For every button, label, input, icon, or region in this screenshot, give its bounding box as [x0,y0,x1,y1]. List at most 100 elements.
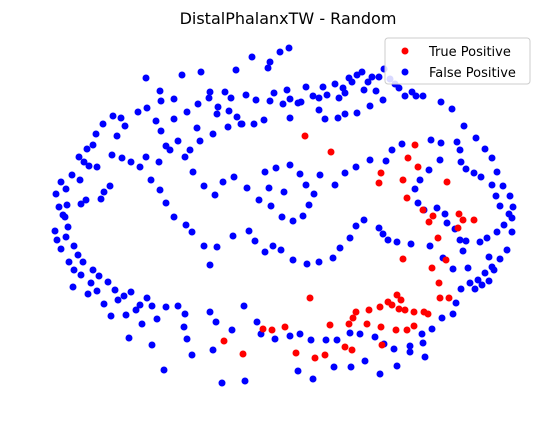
point-false-positive [213,243,221,251]
point-false-positive [426,242,434,250]
point-false-positive [296,170,304,178]
point-false-positive [206,261,214,269]
point-true-positive [404,154,412,162]
point-false-positive [97,195,105,203]
point-false-positive [459,247,467,255]
point-false-positive [379,230,387,238]
point-false-positive [127,158,135,166]
point-false-positive [242,91,250,99]
point-true-positive [393,291,401,299]
point-false-positive [294,367,302,375]
legend: True Positive False Positive [384,37,531,85]
point-false-positive [309,92,317,100]
point-false-positive [143,104,151,112]
point-false-positive [55,203,63,211]
point-false-positive [382,157,390,165]
point-false-positive [148,341,156,349]
point-true-positive [259,325,267,333]
point-false-positive [474,276,482,284]
point-false-positive [441,210,449,218]
point-false-positive [95,272,103,280]
point-false-positive [64,223,72,231]
point-true-positive [281,323,289,331]
point-true-positive [306,294,314,302]
point-false-positive [155,158,163,166]
point-false-positive [206,88,214,96]
point-true-positive [436,294,444,302]
point-false-positive [353,109,361,117]
point-false-positive [57,178,65,186]
point-true-positive [395,305,403,313]
point-false-positive [162,199,170,207]
point-false-positive [104,278,112,286]
point-true-positive [454,224,462,232]
point-false-positive [93,287,101,295]
point-false-positive [230,173,238,181]
point-false-positive [334,114,342,122]
point-false-positive [323,91,331,99]
point-false-positive [79,258,87,266]
point-false-positive [93,163,101,171]
point-false-positive [457,158,465,166]
point-false-positive [286,332,294,340]
point-false-positive [186,146,194,154]
point-false-positive [384,236,392,244]
point-false-positive [136,163,144,171]
point-true-positive [435,279,443,287]
point-false-positive [372,87,380,95]
point-false-positive [200,182,208,190]
point-false-positive [289,256,297,264]
point-false-positive [280,188,288,196]
point-false-positive [170,115,178,123]
point-false-positive [221,88,229,96]
point-false-positive [508,214,516,222]
point-false-positive [52,190,60,198]
point-false-positive [496,202,504,210]
point-false-positive [107,312,115,320]
point-false-positive [121,122,129,130]
point-false-positive [401,92,409,100]
point-false-positive [261,248,269,256]
point-false-positive [251,237,259,245]
point-false-positive [302,83,310,91]
point-false-positive [183,108,191,116]
point-false-positive [156,186,164,194]
point-false-positive [134,108,142,116]
point-false-positive [496,255,504,263]
point-false-positive [113,132,121,140]
point-false-positive [321,115,329,123]
point-false-positive [416,176,424,184]
point-false-positive [456,236,464,244]
point-false-positive [388,146,396,154]
point-false-positive [99,120,107,128]
point-false-positive [253,318,261,326]
point-false-positive [224,123,232,131]
point-false-positive [336,244,344,252]
point-true-positive [392,326,400,334]
point-false-positive [213,110,221,118]
point-false-positive [53,236,61,244]
point-false-positive [348,78,356,86]
legend-label-true-positive: True Positive [428,45,511,60]
point-false-positive [240,302,248,310]
point-false-positive [193,124,201,132]
point-true-positive [363,320,371,328]
point-false-positive [264,64,272,72]
point-false-positive [331,181,339,189]
point-false-positive [181,310,189,318]
point-true-positive [459,216,467,224]
point-false-positive [276,48,284,56]
point-false-positive [427,136,435,144]
point-false-positive [393,238,401,246]
point-false-positive [472,134,480,142]
point-true-positive [420,308,428,316]
legend-marker-true-positive [401,47,409,55]
point-false-positive [125,334,133,342]
point-false-positive [250,120,258,128]
point-false-positive [310,190,318,198]
point-false-positive [375,224,383,232]
point-false-positive [70,242,78,250]
point-false-positive [57,245,65,253]
point-true-positive [377,323,385,331]
point-false-positive [87,279,95,287]
